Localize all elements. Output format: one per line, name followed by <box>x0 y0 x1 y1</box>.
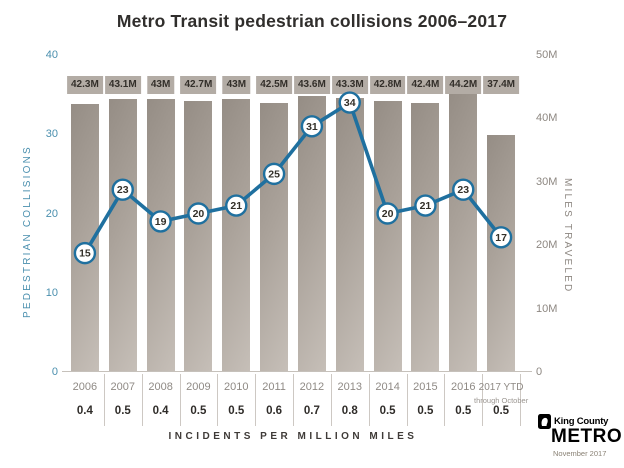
x-axis-year: 2008 <box>148 381 173 393</box>
x-axis-year: 2016 <box>451 381 476 393</box>
rate-value: 0.5 <box>190 405 207 417</box>
column-separator <box>520 374 521 426</box>
rate-value: 0.8 <box>341 405 358 417</box>
rate-value: 0.5 <box>417 405 434 417</box>
bar <box>184 101 213 372</box>
right-axis-tick: 0 <box>536 366 543 378</box>
rate-value: 0.5 <box>379 405 396 417</box>
king-county-label: King County <box>554 416 609 427</box>
column-separator <box>330 374 332 426</box>
bar-value-label: 42.4M <box>407 76 444 94</box>
bar-value-label: 43.6M <box>293 76 330 94</box>
x-axis-year: 2006 <box>72 381 98 393</box>
x-axis-year: 2009 <box>186 381 211 393</box>
x-axis-year: 2010 <box>224 381 249 393</box>
x-axis-year: 2012 <box>299 381 325 393</box>
right-axis-tick: 20M <box>536 239 558 252</box>
logo-date: November 2017 <box>553 449 607 458</box>
rate-value: 0.4 <box>76 405 93 417</box>
column-separator <box>179 374 181 426</box>
column-separator <box>103 374 105 426</box>
bar <box>108 98 137 372</box>
bar-value-label: 44.2M <box>445 76 482 94</box>
rate-value: 0.7 <box>303 405 320 417</box>
bar <box>146 99 175 372</box>
bar <box>260 102 289 372</box>
column-separator <box>482 374 484 426</box>
column-separator <box>255 374 257 426</box>
x-axis-year: 2014 <box>375 381 400 393</box>
left-axis-tick: 0 <box>51 366 58 378</box>
right-axis-tick: 30M <box>536 175 558 188</box>
chart-title: Metro Transit pedestrian collisions 2006… <box>116 11 508 31</box>
column-separator <box>217 374 219 426</box>
column-separator <box>293 374 294 426</box>
x-axis-baseline <box>62 371 532 372</box>
x-axis-year: 2015 <box>413 381 438 393</box>
left-axis-tick: 20 <box>45 207 58 220</box>
bar <box>222 99 251 372</box>
bar-value-label: 43M <box>222 76 251 94</box>
rate-value: 0.4 <box>152 405 169 417</box>
rate-value: 0.6 <box>266 405 283 417</box>
x-axis-year: 2007 <box>110 381 136 393</box>
bar-value-label: 42.5M <box>256 76 292 94</box>
bar-value-label: 37.4M <box>483 76 519 94</box>
bar-value-label: 43M <box>146 76 175 94</box>
footer-axis-label: INCIDENTS PER MILLION MILES <box>168 431 418 442</box>
x-axis-year: 2013 <box>337 381 363 393</box>
kc-metro-logo: King County METRO November 2017 <box>538 414 622 458</box>
column-separator <box>444 374 446 426</box>
right-axis-tick: 10M <box>536 302 558 315</box>
rate-value: 0.5 <box>114 405 131 417</box>
column-separator <box>406 374 408 426</box>
year-sub-note: through October <box>473 396 529 405</box>
bar-value-label: 43.3M <box>331 76 368 94</box>
metro-wordmark: METRO <box>551 426 623 447</box>
bar <box>335 97 364 372</box>
bar <box>297 95 326 372</box>
bar-value-label: 42.7M <box>180 76 217 94</box>
bar-value-label: 43.1M <box>104 76 141 94</box>
rate-value: 0.5 <box>228 405 245 417</box>
bar <box>373 100 402 372</box>
x-axis-year: 2017 YTD through October <box>473 382 529 405</box>
bar-value-label: 42.3M <box>66 76 103 94</box>
king-county-icon <box>538 414 551 429</box>
right-axis-title: MILES TRAVELED <box>562 178 573 294</box>
bar-value-label: 42.8M <box>369 76 406 94</box>
bar <box>487 134 516 372</box>
rate-value: 0.5 <box>493 405 510 417</box>
left-axis-tick: 10 <box>45 286 58 299</box>
bar <box>411 103 440 372</box>
left-axis-tick: 40 <box>45 49 58 61</box>
left-axis-tick: 30 <box>45 128 58 141</box>
right-axis-tick: 40M <box>536 112 558 125</box>
right-axis-tick: 50M <box>536 49 558 61</box>
column-separator <box>368 374 370 426</box>
bar <box>70 103 99 372</box>
x-axis-year: 2011 <box>262 381 286 393</box>
column-separator <box>141 374 143 426</box>
rate-value: 0.5 <box>455 405 472 417</box>
bar <box>449 91 478 372</box>
